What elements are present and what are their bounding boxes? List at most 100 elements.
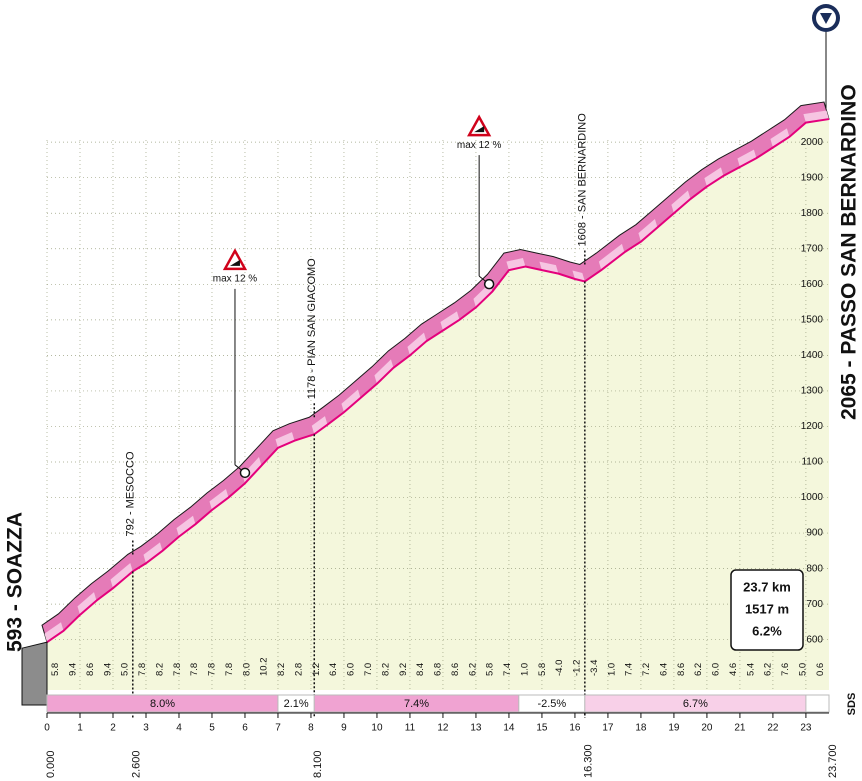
strip-shade bbox=[311, 416, 328, 435]
km-gradient: 8.2 bbox=[380, 663, 391, 676]
x-tick-label: 12 bbox=[437, 723, 449, 734]
x-tick-label: 18 bbox=[635, 723, 647, 734]
strip-shade bbox=[209, 489, 229, 510]
x-tick-label: 7 bbox=[275, 723, 281, 734]
ground-area bbox=[47, 119, 829, 691]
segment-label: 8.0% bbox=[150, 698, 175, 710]
summary-line: 23.7 km bbox=[743, 579, 791, 594]
steep-point bbox=[239, 467, 251, 479]
y-tick-label: 700 bbox=[806, 599, 823, 610]
km-gradient: 8.6 bbox=[676, 663, 687, 676]
km-gradient: 7.8 bbox=[189, 663, 200, 676]
km-gradient: 7.8 bbox=[207, 663, 218, 676]
km-gradient: 5.8 bbox=[485, 663, 496, 676]
segment-label: 6.7% bbox=[683, 698, 708, 710]
km-gradient: 6.4 bbox=[658, 663, 669, 676]
y-tick-label: 1700 bbox=[801, 243, 824, 254]
strip-shade bbox=[275, 432, 295, 448]
strip-shade bbox=[176, 515, 196, 537]
strip-shade bbox=[770, 128, 790, 148]
strip-shade bbox=[374, 359, 394, 384]
y-tick-label: 1800 bbox=[801, 208, 824, 219]
x-tick-label: 16 bbox=[569, 723, 581, 734]
km-gradient: 6.8 bbox=[433, 663, 444, 676]
x-tick-label: 22 bbox=[767, 723, 779, 734]
x-tick-label: 1 bbox=[77, 723, 83, 734]
km-gradient: 6.4 bbox=[328, 663, 339, 676]
km-gradient: 8.6 bbox=[85, 663, 96, 676]
x-tick-label: 17 bbox=[602, 723, 614, 734]
km-gradient: 6.0 bbox=[711, 663, 722, 676]
x-tick-label: 15 bbox=[536, 723, 548, 734]
km-gradient: 7.8 bbox=[224, 663, 235, 676]
x-tick-label: 13 bbox=[470, 723, 482, 734]
steep-point bbox=[483, 278, 495, 290]
y-tick-label: 1100 bbox=[801, 457, 823, 468]
segment bbox=[584, 694, 807, 713]
km-gradient: 6.0 bbox=[346, 663, 357, 676]
distance-label: 2.600 bbox=[131, 750, 143, 778]
x-tick-label: 20 bbox=[701, 723, 713, 734]
steep-label: max 12 % bbox=[213, 273, 258, 284]
km-gradient: 7.8 bbox=[137, 663, 148, 676]
x-tick-label: 14 bbox=[503, 723, 515, 734]
km-gradient: 4.6 bbox=[728, 663, 739, 676]
waypoint-label: 792 - MESOCCO bbox=[125, 451, 137, 536]
km-gradient: 7.6 bbox=[780, 663, 791, 676]
km-gradient: 7.2 bbox=[641, 663, 652, 676]
summary-line: 1517 m bbox=[745, 601, 789, 616]
x-tick-label: 21 bbox=[734, 723, 746, 734]
strip-shade bbox=[110, 562, 133, 589]
km-gradient: 5.8 bbox=[537, 663, 548, 676]
km-gradient: 7.8 bbox=[172, 663, 183, 676]
y-tick-label: 600 bbox=[806, 634, 823, 645]
y-tick-label: 800 bbox=[806, 563, 823, 574]
km-gradient: 6.2 bbox=[693, 663, 704, 676]
x-tick-label: 4 bbox=[176, 723, 182, 734]
distance-label: 0.000 bbox=[45, 750, 57, 778]
strip-shade bbox=[440, 311, 460, 331]
km-gradient: 1.0 bbox=[606, 663, 617, 676]
km-gradient: 5.8 bbox=[50, 663, 61, 676]
km-gradient: 10.2 bbox=[259, 658, 270, 677]
distance-label: 16.300 bbox=[583, 744, 595, 778]
strip-shade bbox=[671, 190, 691, 214]
finish-label: 2065 - PASSO SAN BERNARDINO bbox=[838, 84, 861, 420]
x-tick-label: 3 bbox=[143, 723, 149, 734]
km-gradient: 7.0 bbox=[363, 663, 374, 676]
y-tick-label: 1300 bbox=[801, 386, 824, 397]
km-gradient: -3.4 bbox=[589, 660, 600, 676]
x-tick-label: 5 bbox=[209, 723, 215, 734]
km-gradient: 5.0 bbox=[797, 663, 808, 676]
strip-shade bbox=[77, 592, 97, 615]
waypoint-label: 1178 - PIAN SAN GIACOMO bbox=[306, 258, 318, 399]
x-tick-label: 11 bbox=[405, 723, 416, 734]
segment-label: 2.1% bbox=[284, 698, 309, 710]
steep-icon bbox=[467, 114, 492, 137]
km-gradient: 7.4 bbox=[624, 663, 635, 676]
start-label: 593 - SOAZZA bbox=[4, 512, 27, 652]
km-gradient: 8.2 bbox=[154, 663, 165, 676]
profile-line bbox=[46, 118, 830, 644]
km-gradient: 6.2 bbox=[467, 663, 478, 676]
summary-line: 6.2% bbox=[752, 623, 782, 638]
summary-box bbox=[730, 569, 804, 651]
y-tick-label: 1500 bbox=[801, 314, 824, 325]
y-tick-label: 1200 bbox=[801, 421, 824, 432]
km-gradient: 9.4 bbox=[68, 663, 79, 676]
strip-shade bbox=[704, 167, 724, 187]
strip-shade bbox=[407, 332, 427, 356]
brand: SDS bbox=[846, 693, 858, 716]
y-tick-label: 900 bbox=[806, 528, 823, 539]
km-gradient: 7.4 bbox=[502, 663, 513, 676]
strip-shade bbox=[598, 243, 625, 271]
finish-icon-mark bbox=[820, 13, 832, 24]
x-tick-label: 8 bbox=[308, 723, 314, 734]
steep-icon-slope bbox=[474, 126, 485, 133]
x-tick-label: 19 bbox=[668, 723, 680, 734]
distance-label: 23.700 bbox=[827, 744, 839, 778]
km-gradient: 0.6 bbox=[815, 663, 826, 676]
km-gradient: 1.2 bbox=[311, 663, 322, 676]
strip-shade bbox=[638, 218, 658, 242]
